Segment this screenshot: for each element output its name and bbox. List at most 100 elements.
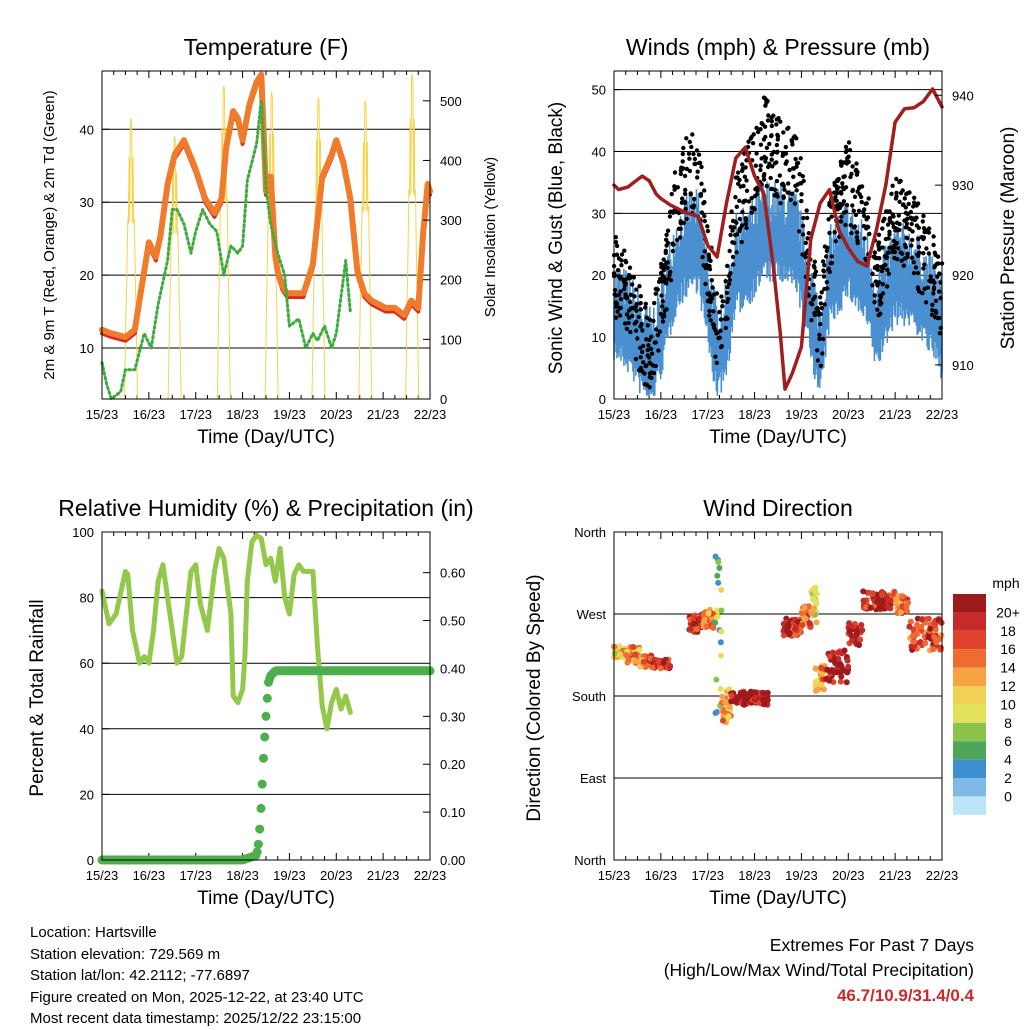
direction-point: [784, 627, 791, 634]
x-axis-label: Time (Day/UTC): [197, 888, 335, 909]
direction-point: [719, 693, 726, 700]
y2-tick-label: 0.10: [440, 805, 465, 820]
direction-point: [869, 590, 876, 597]
y-tick-label: 0: [87, 853, 94, 868]
direction-point: [903, 603, 910, 610]
extremes-summary: Extremes For Past 7 Days (High/Low/Max W…: [664, 933, 974, 1008]
legend-swatch: [953, 594, 986, 613]
direction-point: [801, 604, 808, 610]
y2-axis-label: Solar Insolation (Yellow): [482, 157, 499, 317]
direction-point: [826, 653, 833, 660]
direction-point: [906, 623, 913, 630]
legend-swatch: [953, 722, 986, 742]
y-axis-label: Sonic Wind & Gust (Blue, Black): [546, 102, 567, 374]
y-tick-label: West: [577, 607, 607, 622]
direction-point: [717, 639, 724, 646]
direction-point: [837, 678, 844, 685]
direction-point: [892, 596, 899, 603]
direction-point: [863, 604, 869, 611]
y-tick-label: 10: [592, 330, 606, 345]
temp-9m-line: [99, 71, 433, 340]
direction-point: [823, 675, 830, 682]
direction-point: [742, 695, 749, 702]
insolation-spike-6: [358, 100, 373, 400]
direction-point: [930, 646, 937, 653]
x-tick-label: 18/23: [738, 868, 771, 883]
legend-label: 20+: [996, 604, 1020, 620]
direction-point: [666, 663, 673, 670]
insolation-spike-1: [124, 118, 139, 400]
direction-point: [818, 681, 825, 688]
y2-tick-label: 940: [952, 88, 974, 103]
legend-label: 2: [1004, 770, 1012, 786]
legend-swatch: [953, 759, 986, 778]
legend-swatch: [953, 704, 986, 723]
x-tick-label: 22/23: [926, 868, 959, 883]
direction-point: [712, 619, 719, 626]
direction-point: [703, 623, 710, 630]
chart-title: Temperature (F): [184, 34, 349, 60]
y-tick-label: 40: [80, 722, 94, 737]
direction-point: [718, 607, 725, 614]
direction-point: [784, 622, 791, 629]
x-tick-label: 15/23: [86, 407, 119, 422]
legend-swatch: [953, 667, 986, 686]
direction-point: [844, 657, 851, 664]
direction-point: [880, 597, 886, 604]
direction-point: [917, 639, 924, 645]
direction-point: [826, 668, 833, 674]
direction-point: [907, 618, 914, 625]
direction-cluster-17: [892, 593, 912, 617]
direction-point: [910, 643, 917, 650]
direction-point: [657, 665, 664, 672]
direction-point: [927, 625, 934, 632]
direction-point: [814, 678, 821, 685]
direction-cluster-18: [906, 615, 945, 654]
x-tick-label: 21/23: [367, 407, 400, 422]
direction-point: [848, 632, 855, 639]
y2-tick-label: 100: [440, 332, 462, 347]
direction-point: [867, 604, 874, 611]
pressure-line: [612, 87, 944, 391]
direction-point: [623, 652, 630, 659]
x-tick-label: 21/23: [879, 868, 912, 883]
figure-created: Figure created on Mon, 2025-12-22, at 23…: [30, 988, 364, 1006]
chart-title: Wind Direction: [703, 495, 853, 521]
x-tick-label: 19/23: [273, 868, 306, 883]
insolation-spike-5: [311, 97, 326, 400]
legend-swatch: [953, 649, 986, 668]
direction-point: [713, 676, 720, 683]
direction-point: [891, 588, 898, 595]
direction-point: [899, 593, 906, 600]
direction-point: [632, 658, 639, 665]
plot-border: [613, 70, 943, 400]
legend-label: 4: [1004, 752, 1012, 768]
legend-swatch: [953, 741, 986, 760]
legend-label: 16: [1000, 641, 1016, 657]
direction-point: [725, 713, 732, 720]
legend-swatch: [953, 612, 986, 631]
direction-point: [722, 698, 729, 705]
direction-point: [834, 669, 841, 676]
direction-point: [904, 608, 911, 615]
direction-point: [705, 610, 712, 617]
y2-tick-label: 920: [952, 268, 974, 283]
y-tick-label: South: [572, 689, 606, 704]
legend-label: 8: [1004, 715, 1012, 731]
direction-point: [640, 658, 647, 665]
y-tick-label: 50: [592, 83, 606, 98]
y2-tick-label: 0: [440, 392, 447, 407]
insolation-spike-2: [167, 136, 182, 400]
extremes-value: 46.7/10.9/31.4/0.4: [836, 986, 974, 1005]
x-tick-label: 17/23: [691, 407, 724, 422]
direction-point: [636, 646, 643, 653]
y2-tick-label: 0.30: [440, 709, 465, 724]
legend-label: 12: [1000, 678, 1016, 694]
y-tick-label: East: [580, 771, 606, 786]
x-tick-label: 20/23: [832, 407, 865, 422]
y-tick-label: 20: [592, 268, 606, 283]
direction-point: [812, 598, 819, 604]
x-tick-label: 18/23: [226, 868, 259, 883]
y-tick-label: 0: [599, 392, 606, 407]
direction-point: [918, 616, 925, 623]
